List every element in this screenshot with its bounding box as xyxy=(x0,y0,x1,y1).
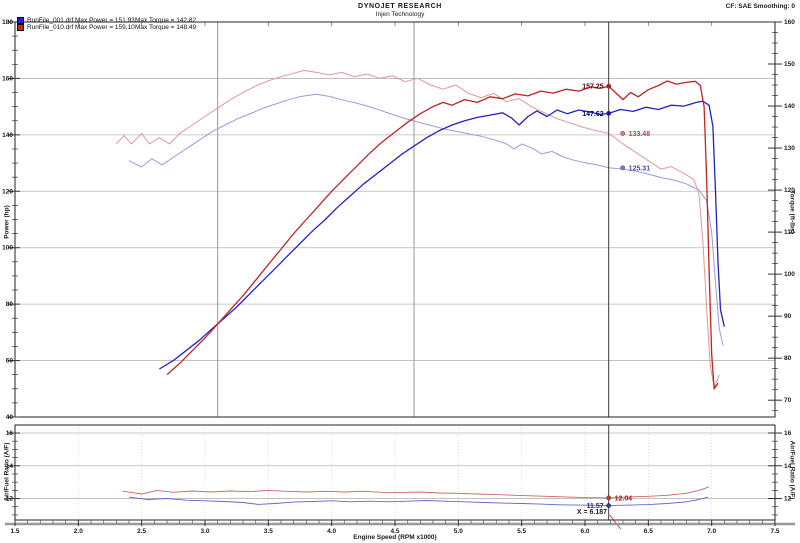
torque-tick-label: 150 xyxy=(784,61,795,68)
cursor-value-label: 125.31 xyxy=(629,165,651,172)
main-plot-area[interactable] xyxy=(15,22,775,417)
cursor-marker[interactable] xyxy=(606,110,612,116)
power-tick-label: 180 xyxy=(2,19,13,26)
legend-file-run010: RunFile_010.drf xyxy=(27,23,74,31)
cursor-marker[interactable] xyxy=(606,83,612,89)
x-tick-label: 6.5 xyxy=(644,528,653,535)
power-tick-label: 40 xyxy=(6,414,14,421)
cursor-value-label: 12.04 xyxy=(615,495,633,502)
afr-tick-label-right: 16 xyxy=(784,430,792,437)
run001-torque-curve xyxy=(128,93,724,346)
torque-tick-label: 160 xyxy=(784,19,795,26)
legend-max-torque-run001: Max Torque = 142.82 xyxy=(135,16,197,24)
cursor-value-label: 11.57 xyxy=(587,503,604,510)
afr-tick-label-right: 12 xyxy=(784,496,792,503)
afr-axis-title-left: Air/Fuel Ratio (A/F) xyxy=(3,442,11,502)
x-tick-label: 2.0 xyxy=(74,528,83,535)
power-tick-label: 140 xyxy=(2,132,13,139)
cursor-value-label: 147.62 xyxy=(582,111,604,118)
legend-max-power-run010: Max Power = 159.10 xyxy=(75,23,135,31)
cursor-leader-line xyxy=(609,514,622,530)
rpm-axis-title: Engine Speed (RPM x1000) xyxy=(353,534,437,541)
power-tick-label: 80 xyxy=(6,301,14,308)
x-tick-label: 1.5 xyxy=(10,528,19,535)
x-tick-label: 3.5 xyxy=(264,528,273,535)
legend-max-torque-run010: Max Torque = 148.49 xyxy=(135,23,197,31)
torque-tick-label: 110 xyxy=(784,229,795,236)
cursor-marker[interactable] xyxy=(606,495,612,501)
power-tick-label: 120 xyxy=(2,188,13,195)
torque-tick-label: 130 xyxy=(784,145,795,152)
cursor-marker[interactable] xyxy=(620,165,626,171)
afr-tick-label-right: 14 xyxy=(784,463,792,470)
torque-tick-label: 90 xyxy=(784,313,792,320)
legend-row-run001[interactable]: RunFile_001.drf Max Power = 151.93 Max T… xyxy=(17,16,201,24)
afr-tick-label-left: 14 xyxy=(6,463,14,470)
legend-swatch-run010-icon xyxy=(17,23,24,31)
x-tick-label: 7.5 xyxy=(770,528,779,535)
app-title: DYNOJET RESEARCH xyxy=(358,3,442,10)
power-axis-title: Power (hp) xyxy=(3,205,11,239)
run010-torque-curve xyxy=(115,69,720,389)
torque-tick-label: 120 xyxy=(784,187,795,194)
x-tick-label: 3.0 xyxy=(200,528,209,535)
torque-axis-title: Torque (ft-lbs) xyxy=(788,190,796,234)
legend-row-run010[interactable]: RunFile_010.drf Max Power = 159.10 Max T… xyxy=(17,23,201,31)
x-tick-label: 7.0 xyxy=(707,528,716,535)
x-tick-label: 2.5 xyxy=(137,528,146,535)
legend-swatch-run001-icon xyxy=(17,16,24,24)
cursor-x-readout: X = 6.187 xyxy=(576,509,607,516)
x-tick-label: 4.0 xyxy=(327,528,336,535)
afr-plot-area[interactable] xyxy=(15,425,775,520)
x-tick-label: 4.5 xyxy=(390,528,399,535)
x-tick-label: 6.0 xyxy=(580,528,589,535)
run001-power-curve xyxy=(159,100,725,370)
power-tick-label: 100 xyxy=(2,245,13,252)
run010-power-curve xyxy=(166,80,719,390)
run010-afr-curve xyxy=(122,486,710,499)
shop-name: Injen Technology xyxy=(375,11,425,18)
run001-afr-curve xyxy=(128,496,709,507)
torque-tick-label: 100 xyxy=(784,271,795,278)
torque-tick-label: 140 xyxy=(784,103,795,110)
afr-axis-title-right: Air/Fuel Ratio (A/F) xyxy=(788,440,796,500)
cursor-marker[interactable] xyxy=(606,503,612,508)
power-tick-label: 160 xyxy=(2,75,13,82)
afr-tick-label-left: 12 xyxy=(6,496,14,503)
cursor-value-label: 157.25 xyxy=(582,84,604,91)
power-tick-label: 60 xyxy=(6,358,14,365)
legend-file-run001: RunFile_001.drf xyxy=(27,16,74,24)
legend: RunFile_001.drf Max Power = 151.93 Max T… xyxy=(17,16,201,31)
x-tick-label: 5.0 xyxy=(454,528,463,535)
legend-max-power-run001: Max Power = 151.93 xyxy=(75,16,135,24)
afr-tick-label-left: 16 xyxy=(6,430,14,437)
torque-tick-label: 80 xyxy=(784,355,792,362)
cursor-value-label: 133.48 xyxy=(629,131,651,138)
cursor-marker[interactable] xyxy=(620,131,626,136)
torque-tick-label: 70 xyxy=(784,397,792,404)
x-tick-label: 5.5 xyxy=(517,528,526,535)
correction-smoothing-info: CF: SAE Smoothing: 0 xyxy=(725,3,795,10)
